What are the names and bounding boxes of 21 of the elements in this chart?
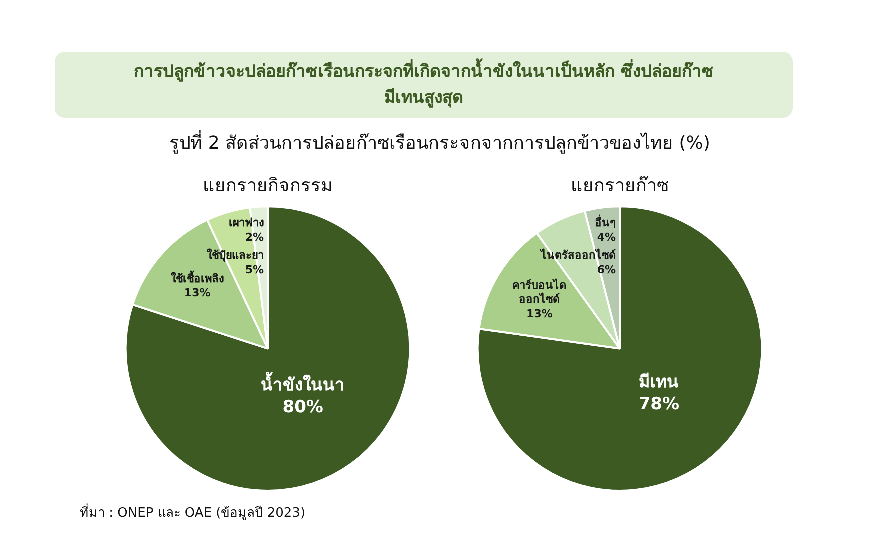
slice-label: ใช้ปุ๋ยและยา <box>207 248 264 264</box>
slice-label: เผาฟาง <box>229 216 264 230</box>
data-label: 4% <box>597 230 616 244</box>
slice-label: มีเทน <box>639 371 680 392</box>
slice-label: คาร์บอนได ออกไซด์ <box>512 278 567 306</box>
data-label: 5% <box>245 263 264 276</box>
data-label: 2% <box>245 230 264 244</box>
data-label: 80% <box>282 398 324 418</box>
text: รูปที่ 2 สัดส่วนการปล่อยก๊าซเรือนกระจกจากการปลูกข้าวของไทย (%) <box>168 130 712 156</box>
text: การปลูกข้าวจะปล่อยก๊าซเรือนกระจกที่เกิดจากน้ำขังในนาเป็นหลัก ซึ่งปล่อยก๊าซมีเทนสูงสุด <box>55 52 793 118</box>
chart-title: แยกรายก๊าซ <box>571 175 669 196</box>
data-label: 6% <box>597 263 616 276</box>
slice-label: น้ำขังในนา <box>261 371 346 396</box>
slice-label: ใช้เชื้อเพลิง <box>171 270 224 286</box>
data-label: 78% <box>638 394 680 414</box>
text: ที่มา : ONEP และ OAE (ข้อมูลปี 2023) <box>80 502 306 523</box>
chart-title: แยกรายกิจกรรม <box>203 175 333 196</box>
slice-label: อื่นๆ <box>595 214 616 230</box>
data-label: 13% <box>526 307 553 320</box>
slice-label: ไนตรัสออกไซด์ <box>539 248 616 262</box>
data-label: 13% <box>184 286 211 300</box>
